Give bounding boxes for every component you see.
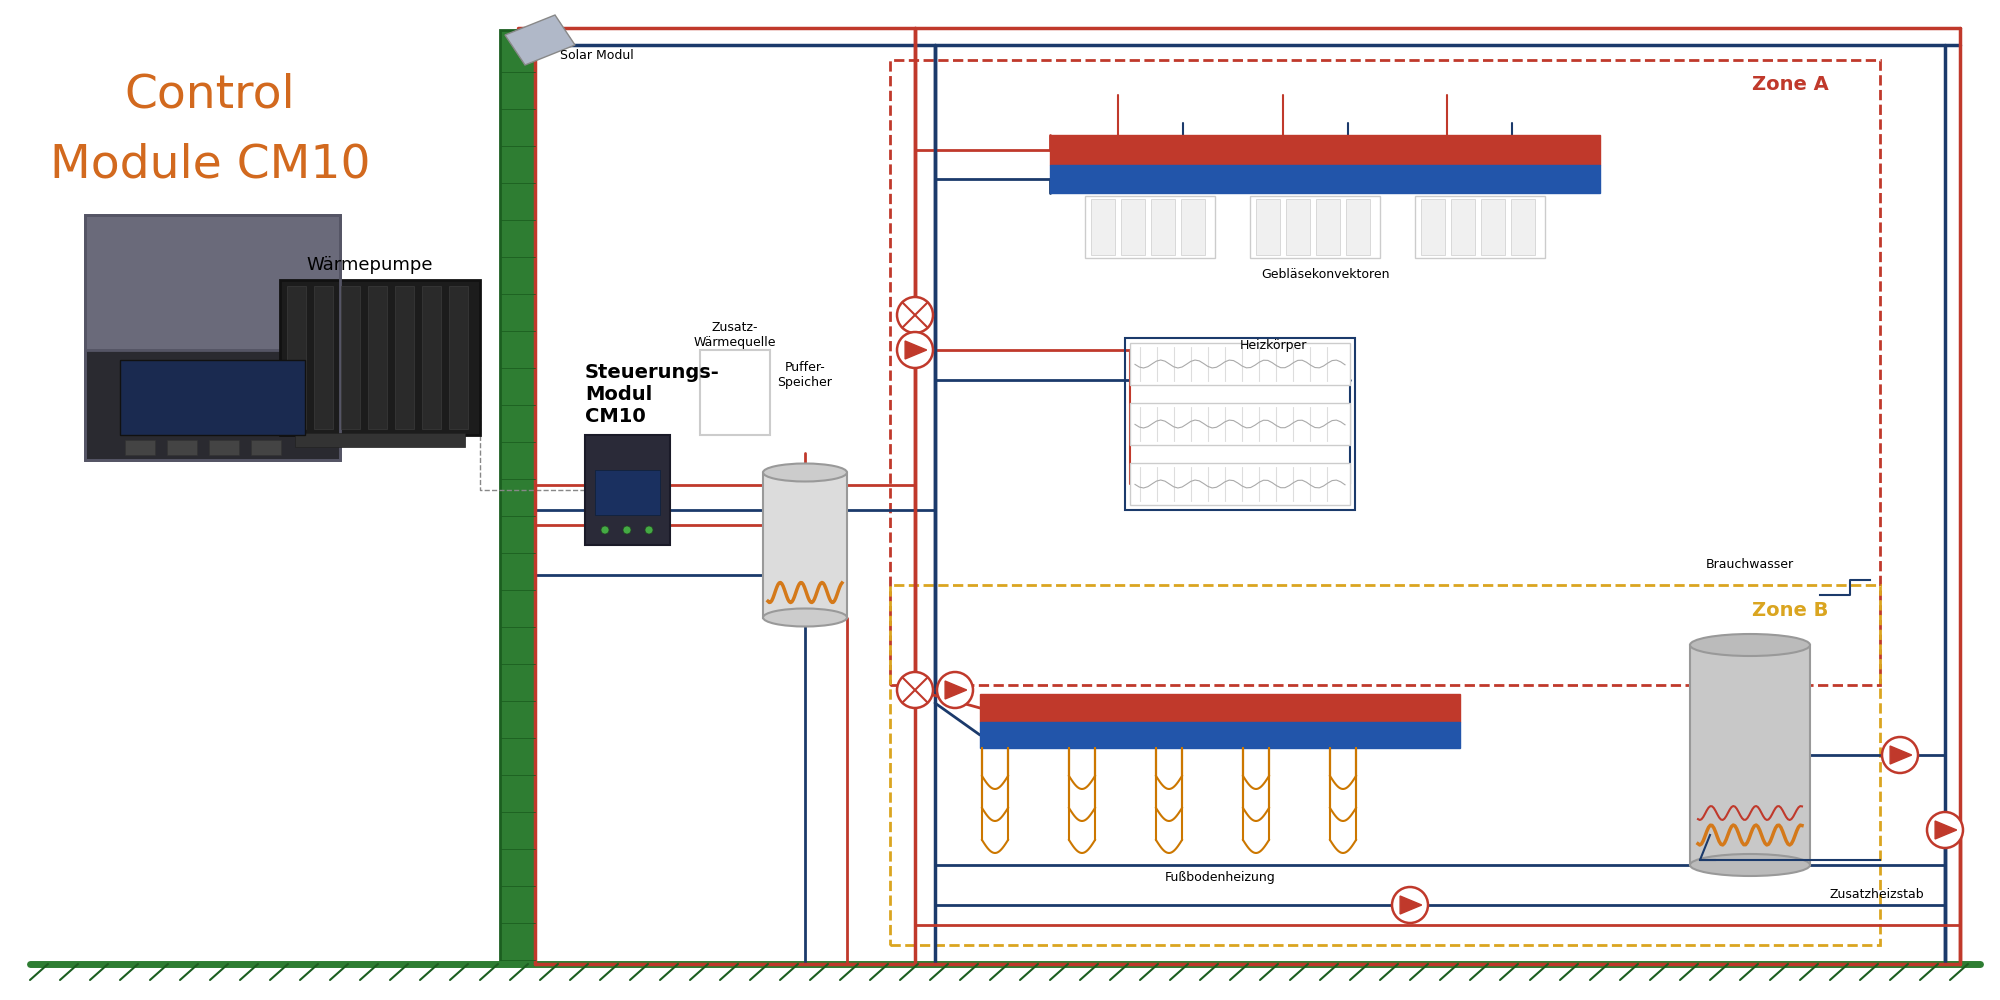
Bar [1050, 135, 1600, 165]
Bar [1124, 338, 1356, 510]
Bar [120, 360, 304, 435]
Circle shape [1392, 887, 1428, 923]
Bar [1180, 199, 1204, 255]
Text: Control: Control [124, 72, 296, 117]
Bar [1130, 403, 1350, 445]
Bar [1130, 343, 1350, 385]
Bar [1250, 196, 1380, 258]
Text: Zusatzheizstab: Zusatzheizstab [1830, 888, 1924, 902]
Bar [396, 286, 414, 429]
Bar [296, 433, 464, 447]
Text: Fußbodenheizung: Fußbodenheizung [1164, 872, 1276, 885]
Bar [1152, 199, 1176, 255]
Text: Puffer-
Speicher: Puffer- Speicher [778, 361, 832, 389]
Bar [368, 286, 388, 429]
Bar [1130, 463, 1350, 505]
Ellipse shape [764, 608, 848, 626]
Bar [1120, 199, 1144, 255]
Circle shape [1928, 812, 1964, 848]
Bar [1084, 196, 1216, 258]
Bar [208, 440, 240, 455]
Circle shape [896, 672, 932, 708]
Bar [84, 350, 340, 460]
Polygon shape [946, 681, 966, 699]
Bar [890, 585, 1880, 945]
Bar [764, 473, 848, 617]
Bar [314, 286, 332, 429]
Bar [980, 722, 1460, 748]
Bar [1690, 645, 1810, 865]
Bar [286, 286, 306, 429]
Ellipse shape [764, 464, 848, 482]
Bar [84, 215, 340, 460]
Bar [1480, 199, 1504, 255]
Circle shape [896, 297, 932, 333]
Bar [1286, 199, 1310, 255]
Bar [1092, 199, 1116, 255]
Bar [700, 350, 770, 435]
Bar [1316, 199, 1340, 255]
Polygon shape [1936, 821, 1956, 839]
Text: Solar Modul: Solar Modul [560, 49, 634, 62]
Bar [84, 215, 340, 350]
Bar [340, 286, 360, 429]
Circle shape [938, 672, 974, 708]
Text: Wärmepumpe: Wärmepumpe [306, 256, 434, 274]
Bar [1512, 199, 1536, 255]
Bar [1050, 165, 1600, 193]
Bar [1256, 199, 1280, 255]
Ellipse shape [1690, 634, 1810, 656]
Text: Steuerungs-
Modul
CM10: Steuerungs- Modul CM10 [584, 363, 720, 426]
Text: Zone B: Zone B [1752, 600, 1828, 619]
Bar [980, 694, 1460, 722]
Bar [252, 440, 280, 455]
Text: Brauchwasser: Brauchwasser [1706, 558, 1794, 572]
Circle shape [1882, 737, 1918, 773]
Text: Module CM10: Module CM10 [50, 142, 370, 188]
Circle shape [896, 332, 932, 368]
Bar [1346, 199, 1370, 255]
Bar [500, 30, 536, 965]
Circle shape [624, 526, 632, 534]
Polygon shape [1890, 746, 1912, 764]
Polygon shape [906, 341, 926, 359]
Bar [1414, 196, 1544, 258]
Text: Zusatz-
Wärmequelle: Zusatz- Wärmequelle [694, 321, 776, 349]
Circle shape [644, 526, 652, 534]
Bar [168, 440, 196, 455]
Circle shape [600, 526, 608, 534]
Bar [422, 286, 442, 429]
Text: Heizkörper: Heizkörper [1240, 338, 1308, 352]
Bar [890, 60, 1880, 685]
Bar [1420, 199, 1444, 255]
Bar [594, 470, 660, 515]
Ellipse shape [1690, 854, 1810, 876]
Bar [1452, 199, 1476, 255]
Bar [124, 440, 156, 455]
Polygon shape [504, 15, 576, 65]
Bar [280, 280, 480, 435]
Text: Gebläsekonvektoren: Gebläsekonvektoren [1260, 268, 1390, 281]
Text: Zone A: Zone A [1752, 76, 1828, 95]
Bar [448, 286, 468, 429]
Bar [584, 435, 670, 545]
Polygon shape [1400, 896, 1422, 914]
